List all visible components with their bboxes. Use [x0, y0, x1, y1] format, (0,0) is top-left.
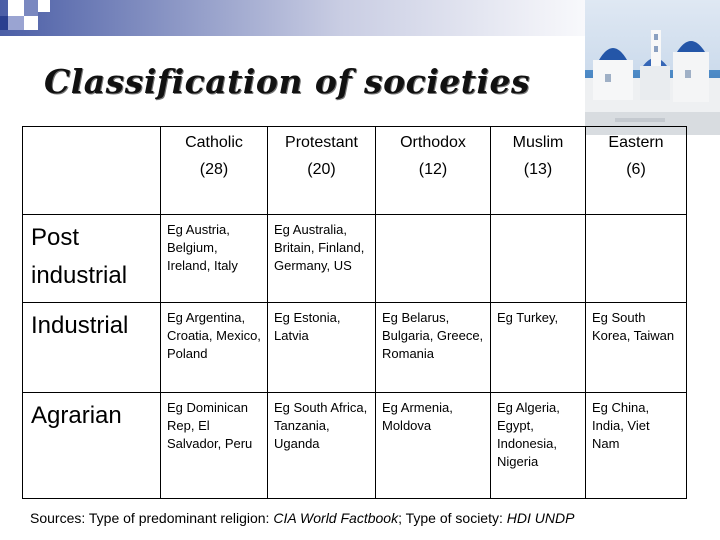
- column-count: (6): [626, 161, 646, 178]
- row-label: Post industrial: [22, 214, 161, 303]
- table-cell: Eg China, India, Viet Nam: [585, 392, 687, 499]
- santorini-photo-icon: [585, 0, 720, 135]
- table-cell: Eg Argentina, Croatia, Mexico, Poland: [160, 302, 268, 393]
- row-label: Agrarian: [22, 392, 161, 499]
- table-cell: Eg Estonia, Latvia: [267, 302, 376, 393]
- column-header-muslim: Muslim (13): [490, 126, 586, 215]
- column-count: (28): [199, 161, 229, 178]
- table-row-industrial: Industrial Eg Argentina, Croatia, Mexico…: [22, 302, 687, 393]
- sources-middle: ; Type of society:: [398, 510, 507, 526]
- table-cell: Eg Belarus, Bulgaria, Greece, Romania: [375, 302, 491, 393]
- table-cell: [585, 214, 687, 303]
- table-row-agrarian: Agrarian Eg Dominican Rep, El Salvador, …: [22, 392, 687, 499]
- column-header-orthodox: Orthodox (12): [375, 126, 491, 215]
- religion-source: CIA World Factbook: [273, 510, 399, 526]
- sources-note: Sources: Type of predominant religion: C…: [30, 510, 574, 526]
- row-label-line: Post: [31, 224, 80, 251]
- slide-title: Classification of societies: [44, 62, 531, 101]
- row-label-line: Industrial: [31, 312, 129, 339]
- column-name: Catholic: [185, 134, 243, 151]
- table-row-post-industrial: Post industrial Eg Austria, Belgium, Ire…: [22, 214, 687, 303]
- column-count: (13): [523, 161, 553, 178]
- table-cell: Eg Turkey,: [490, 302, 586, 393]
- table-cell: Eg Dominican Rep, El Salvador, Peru: [160, 392, 268, 499]
- society-source: HDI UNDP: [506, 510, 575, 526]
- corner-cell: [22, 126, 161, 215]
- column-header-catholic: Catholic (28): [160, 126, 268, 215]
- classification-table: Catholic (28) Protestant (20) Orthodox (…: [22, 126, 687, 499]
- column-name: Protestant: [285, 134, 358, 151]
- column-count: (12): [418, 161, 448, 178]
- row-label: Industrial: [22, 302, 161, 393]
- table-cell: Eg Austria, Belgium, Ireland, Italy: [160, 214, 268, 303]
- table-cell: Eg South Africa, Tanzania, Uganda: [267, 392, 376, 499]
- column-name: Orthodox: [400, 134, 466, 151]
- column-header-protestant: Protestant (20): [267, 126, 376, 215]
- column-header-eastern: Eastern (6): [585, 126, 687, 215]
- table-header-row: Catholic (28) Protestant (20) Orthodox (…: [22, 126, 687, 215]
- table-cell: Eg Australia, Britain, Finland, Germany,…: [267, 214, 376, 303]
- table-cell: [375, 214, 491, 303]
- table-cell: Eg South Korea, Taiwan: [585, 302, 687, 393]
- row-label-line: Agrarian: [31, 402, 122, 429]
- table-cell: [490, 214, 586, 303]
- table-cell: Eg Algeria, Egypt, Indonesia, Nigeria: [490, 392, 586, 499]
- header-decoration: [0, 0, 620, 36]
- table-cell: Eg Armenia, Moldova: [375, 392, 491, 499]
- column-name: Muslim: [512, 134, 564, 151]
- column-name: Eastern: [608, 134, 664, 151]
- row-label-line: industrial: [31, 262, 128, 289]
- sources-prefix: Sources: Type of predominant religion:: [30, 510, 274, 526]
- column-count: (20): [307, 161, 336, 178]
